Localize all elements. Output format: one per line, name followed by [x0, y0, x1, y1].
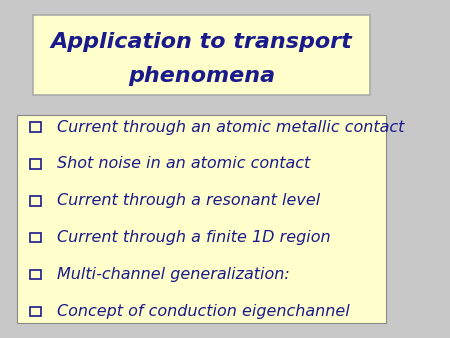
- Text: Current through an atomic metallic contact: Current through an atomic metallic conta…: [57, 120, 404, 135]
- Text: Shot noise in an atomic contact: Shot noise in an atomic contact: [57, 156, 310, 171]
- FancyBboxPatch shape: [33, 15, 370, 95]
- FancyBboxPatch shape: [30, 196, 41, 206]
- Text: Current through a finite 1D region: Current through a finite 1D region: [57, 230, 330, 245]
- Text: Concept of conduction eigenchannel: Concept of conduction eigenchannel: [57, 304, 349, 319]
- Text: Multi-channel generalization:: Multi-channel generalization:: [57, 267, 289, 282]
- FancyBboxPatch shape: [30, 233, 41, 242]
- FancyBboxPatch shape: [18, 115, 386, 323]
- Text: Current through a resonant level: Current through a resonant level: [57, 193, 320, 208]
- FancyBboxPatch shape: [30, 270, 41, 279]
- Text: Application to transport: Application to transport: [51, 32, 352, 52]
- Text: phenomena: phenomena: [128, 66, 275, 86]
- FancyBboxPatch shape: [30, 159, 41, 169]
- FancyBboxPatch shape: [30, 122, 41, 132]
- FancyBboxPatch shape: [30, 307, 41, 316]
